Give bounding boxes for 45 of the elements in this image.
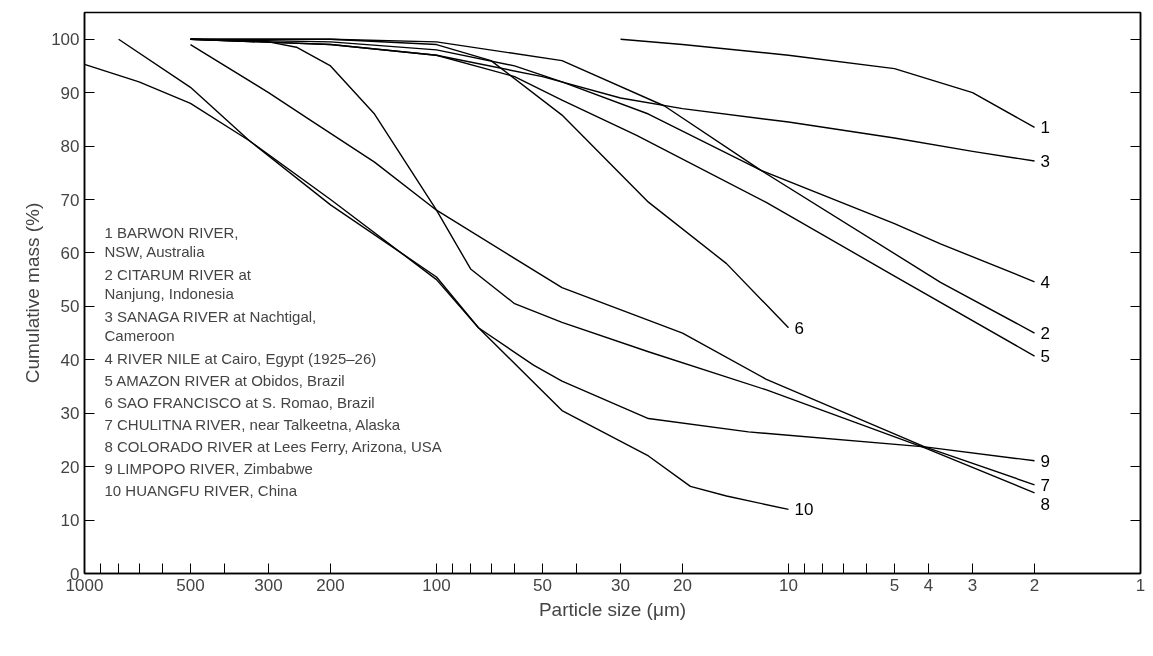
x-tick-label: 4	[923, 575, 934, 595]
x-tick-label: 200	[316, 575, 345, 595]
annotation: 2 CITARUM RIVER at Nanjung, Indonesia	[104, 265, 252, 303]
annotation: 9 LIMPOPO RIVER, Zimbabwe	[104, 459, 313, 477]
series-label: 9	[1040, 451, 1051, 471]
x-tick-label: 1	[1135, 575, 1146, 595]
annotation: 1 BARWON RIVER, NSW, Australia	[104, 223, 239, 261]
x-axis-title: Particle size (μm)	[538, 598, 687, 620]
series-label: 4	[1040, 272, 1051, 292]
annotation: 3 SANAGA RIVER at Nachtigal, Cameroon	[104, 307, 317, 345]
series-label: 5	[1040, 347, 1051, 367]
annotation: 6 SAO FRANCISCO at S. Romao, Brazil	[104, 393, 375, 411]
annotation: 10 HUANGFU RIVER, China	[104, 481, 298, 499]
x-tick-label: 10	[779, 575, 798, 595]
y-tick-label: 30	[60, 404, 80, 424]
series-label: 7	[1040, 475, 1051, 495]
x-tick-label: 100	[422, 575, 451, 595]
x-tick-label: 5	[889, 575, 900, 595]
series-label: 8	[1040, 494, 1051, 514]
y-tick-label: 50	[60, 297, 80, 317]
x-tick-label: 300	[254, 575, 283, 595]
x-tick-label: 30	[611, 575, 631, 595]
annotation: 4 RIVER NILE at Cairo, Egypt (1925–26)	[104, 349, 377, 367]
y-tick-label: 20	[60, 457, 80, 477]
x-tick-label: 50	[533, 575, 552, 595]
x-tick-label: 500	[176, 575, 205, 595]
annotation: 8 COLORADO RIVER at Lees Ferry, Arizona, USA	[104, 437, 442, 455]
x-tick-label: 3	[967, 575, 978, 595]
series-label: 1	[1040, 118, 1051, 138]
y-tick-label: 100	[51, 30, 80, 50]
x-tick-label: 2	[1029, 575, 1040, 595]
annotation: 7 CHULITNA RIVER, near Talkeetna, Alaska	[104, 415, 401, 433]
annotation: 5 AMAZON RIVER at Obidos, Brazil	[104, 371, 345, 389]
series-label: 6	[794, 318, 804, 338]
y-tick-label: 60	[60, 243, 80, 263]
series-label: 3	[1040, 152, 1051, 172]
y-tick-label: 40	[60, 350, 80, 370]
series-label: 2	[1040, 324, 1051, 344]
x-tick-label: 20	[673, 575, 692, 595]
y-tick-label: 10	[60, 511, 80, 531]
y-tick-label: 90	[60, 83, 80, 103]
y-tick-label: 80	[60, 137, 80, 157]
y-tick-label: 70	[60, 190, 80, 210]
y-axis-title: Cumulative mass (%)	[22, 202, 44, 384]
series-label: 10	[794, 500, 814, 520]
